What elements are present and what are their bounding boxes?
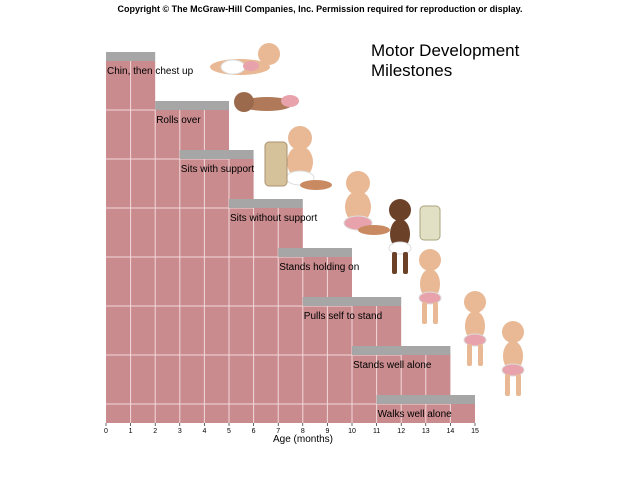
milestone-range-band [352, 346, 451, 355]
milestone-range-band [229, 199, 303, 208]
x-tick-label: 3 [178, 428, 182, 435]
milestone-range-band [302, 297, 402, 306]
milestone-bar [229, 159, 254, 423]
x-tick-label: 14 [447, 428, 455, 435]
x-tick-label: 1 [129, 428, 133, 435]
cushion-illustration [264, 141, 288, 187]
milestone-bar [450, 404, 475, 423]
x-tick-label: 7 [276, 428, 280, 435]
baby-illustrations-layer [210, 43, 525, 396]
baby-illustration [210, 43, 280, 75]
baby-illustration [285, 126, 332, 190]
baby-illustration [463, 291, 487, 366]
milestone-labels-layer: Chin, then chest up Rolls over Sits with s… [107, 66, 452, 420]
x-tick-label: 9 [325, 428, 329, 435]
baby-illustration [418, 249, 442, 324]
milestone-range-band [376, 395, 475, 404]
baby-illustration [234, 92, 299, 112]
milestone-bar [155, 110, 229, 423]
milestone-range-band [106, 52, 156, 61]
milestone-label: Stands well alone [353, 360, 432, 371]
x-tick-label: 8 [301, 428, 305, 435]
range-bands-layer [106, 52, 475, 404]
baby-illustration [388, 199, 412, 274]
milestone-range-band [278, 248, 352, 257]
chart-title-line-2: Milestones [371, 61, 453, 80]
milestone-range-band [155, 101, 229, 110]
x-tick-label: 0 [104, 428, 108, 435]
chart-title: Motor Development Milestones [371, 41, 571, 81]
x-tick-label: 12 [397, 428, 405, 435]
x-axis-label: Age (months) [273, 434, 333, 445]
milestone-range-band [179, 150, 254, 159]
baby-illustration [501, 321, 525, 396]
milestone-label: Walks well alone [378, 409, 453, 420]
x-tick-label: 2 [153, 428, 157, 435]
milestone-label: Rolls over [156, 115, 201, 126]
x-tick-label: 10 [348, 428, 356, 435]
x-tick-label: 11 [373, 428, 380, 435]
x-tick-label: 5 [227, 428, 231, 435]
x-tick-label: 13 [422, 428, 430, 435]
milestone-label: Sits with support [181, 164, 255, 175]
milestone-label: Chin, then chest up [107, 66, 194, 77]
milestone-label: Sits without support [230, 213, 317, 224]
copyright-notice: Copyright © The McGraw-Hill Companies, I… [117, 4, 523, 14]
milestone-label: Pulls self to stand [304, 311, 382, 322]
chart-title-line-1: Motor Development [371, 41, 520, 60]
toy-illustration [419, 205, 441, 241]
x-axis: 0 1 2 3 4 5 6 7 8 9 10 11 12 13 14 15 [104, 423, 479, 435]
milestone-label: Stands holding on [279, 262, 359, 273]
x-tick-label: 4 [202, 428, 206, 435]
baby-illustration [343, 171, 390, 235]
x-tick-label: 15 [471, 428, 479, 435]
x-tick-label: 6 [252, 428, 256, 435]
